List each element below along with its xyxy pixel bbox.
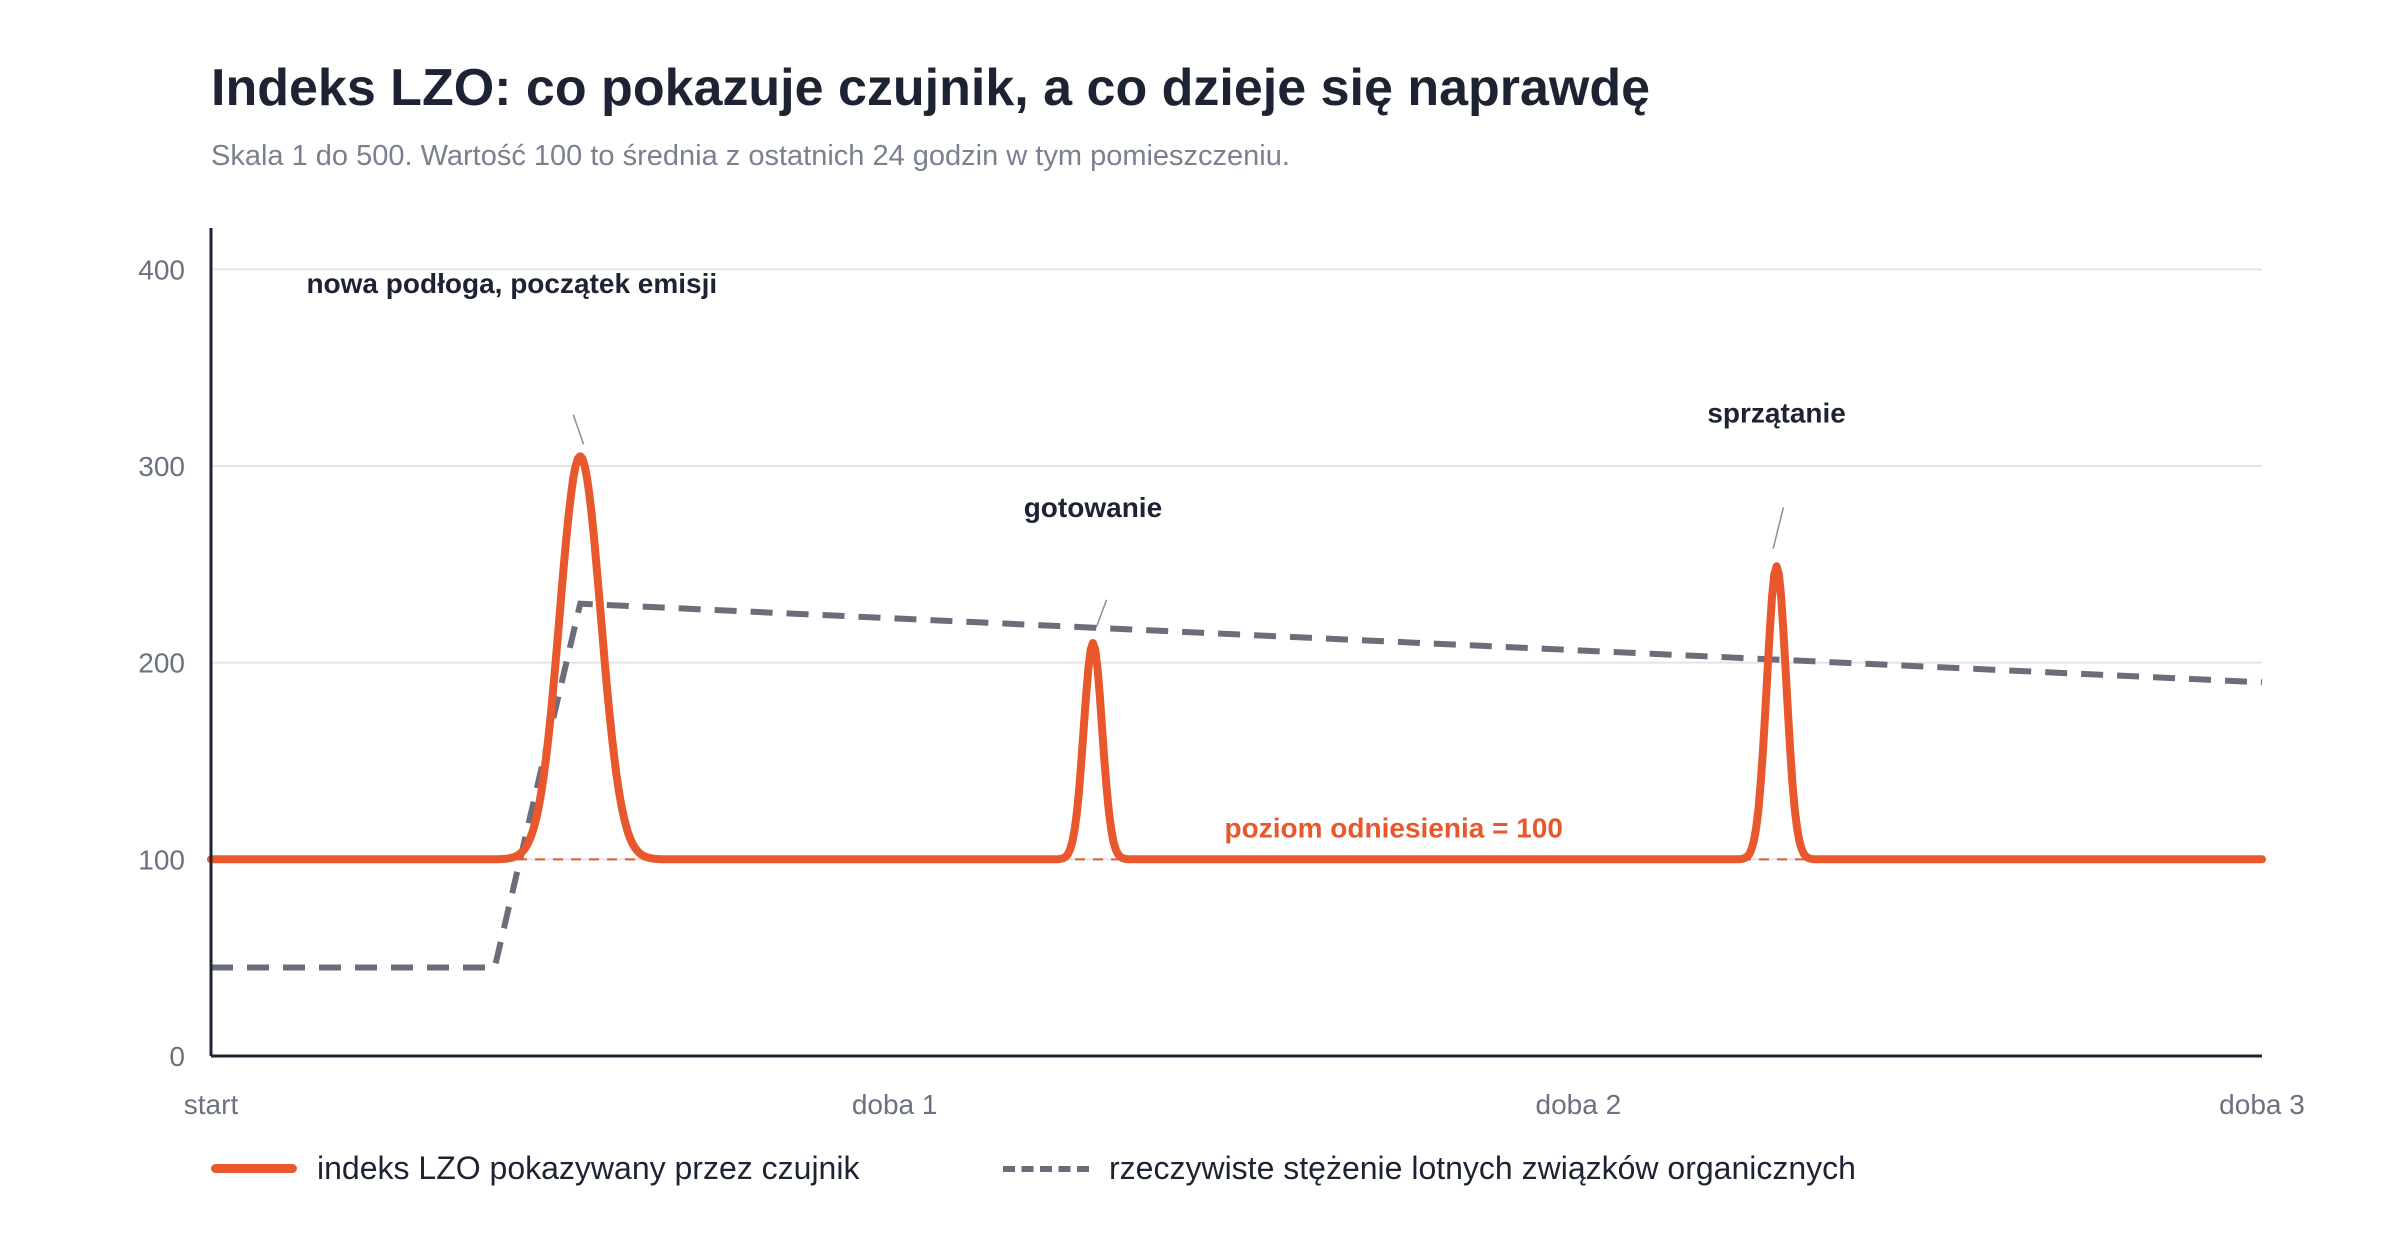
x-axis-labels: start doba 1 doba 2 doba 3 [184, 1089, 2305, 1120]
annotation-label-0: nowa podłoga, początek emisji [306, 268, 717, 299]
annotation-connector-2 [1772, 507, 1785, 549]
y-tick-label-100: 100 [138, 844, 185, 875]
annotation-connector-1 [1095, 599, 1108, 628]
y-tick-label-300: 300 [138, 451, 185, 482]
legend-swatch-solid [211, 1164, 297, 1173]
chart-subtitle: Skala 1 do 500. Wartość 100 to średnia z… [211, 140, 1290, 172]
annotation-label-2: sprzątanie [1707, 398, 1846, 429]
y-tick-label-400: 400 [138, 254, 185, 285]
series-line-actual [211, 600, 2263, 971]
x-tick-label-3: doba 3 [2219, 1089, 2305, 1120]
series-group [207, 452, 2266, 971]
y-tick-label-0: 0 [169, 1041, 185, 1072]
legend-item-sensor: indeks LZO pokazywany przez czujnik [211, 1150, 859, 1187]
legend-item-actual: rzeczywiste stężenie lotnych związków or… [1003, 1150, 1856, 1187]
x-tick-label-2: doba 2 [1536, 1089, 1622, 1120]
x-tick-label-0: start [184, 1089, 239, 1120]
legend-swatch-dashed [1003, 1165, 1089, 1172]
reference-label: poziom odniesienia = 100 [1225, 812, 1563, 843]
grid-lines [211, 268, 2262, 861]
legend-label-sensor: indeks LZO pokazywany przez czujnik [317, 1150, 860, 1186]
y-axis-labels: 0 100 200 300 400 [138, 254, 185, 1072]
y-tick-label-200: 200 [138, 648, 185, 679]
chart-title: Indeks LZO: co pokazuje czujnik, a co dz… [211, 59, 1651, 117]
x-tick-label-1: doba 1 [852, 1089, 938, 1120]
line-chart: 0 100 200 300 400 start doba 1 doba 2 doba 3 po… [138, 228, 2305, 1120]
annotation-label-1: gotowanie [1024, 492, 1162, 523]
annotations: nowa podłoga, początek emisji gotowanie sp… [306, 268, 1846, 628]
legend-label-actual: rzeczywiste stężenie lotnych związków or… [1109, 1150, 1856, 1186]
series-line-sensor [207, 452, 2266, 864]
annotation-connector-0 [572, 414, 585, 445]
